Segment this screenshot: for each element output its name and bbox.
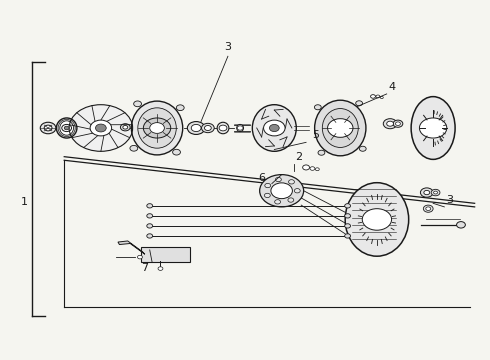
Circle shape: [310, 167, 315, 170]
Circle shape: [424, 190, 430, 195]
Circle shape: [62, 125, 72, 132]
Circle shape: [44, 125, 52, 131]
Circle shape: [457, 222, 465, 228]
Circle shape: [158, 267, 163, 270]
Circle shape: [147, 204, 153, 208]
Circle shape: [387, 121, 393, 126]
Circle shape: [359, 146, 366, 151]
Text: 5: 5: [312, 130, 319, 140]
Circle shape: [150, 123, 164, 134]
Circle shape: [144, 118, 171, 138]
Circle shape: [237, 126, 243, 130]
Circle shape: [270, 125, 279, 132]
Circle shape: [191, 125, 201, 132]
Circle shape: [328, 119, 353, 137]
Circle shape: [303, 165, 310, 170]
Circle shape: [64, 126, 69, 130]
Circle shape: [275, 200, 281, 204]
Circle shape: [423, 205, 433, 212]
Ellipse shape: [322, 109, 358, 148]
Circle shape: [123, 126, 128, 129]
Ellipse shape: [237, 125, 244, 132]
Circle shape: [265, 193, 270, 198]
Text: 3: 3: [446, 195, 453, 205]
Circle shape: [264, 120, 285, 136]
Ellipse shape: [217, 122, 229, 134]
Circle shape: [318, 150, 325, 155]
Circle shape: [356, 101, 363, 106]
Circle shape: [316, 168, 319, 171]
Circle shape: [434, 191, 438, 194]
Circle shape: [271, 183, 293, 199]
Circle shape: [294, 189, 300, 193]
Circle shape: [90, 120, 112, 136]
Circle shape: [121, 124, 130, 131]
Circle shape: [383, 119, 397, 129]
Text: 4: 4: [388, 82, 395, 92]
Circle shape: [69, 105, 133, 151]
Circle shape: [265, 183, 270, 188]
Circle shape: [275, 177, 281, 182]
Circle shape: [130, 145, 138, 151]
Ellipse shape: [252, 105, 296, 151]
Ellipse shape: [131, 101, 183, 155]
Circle shape: [344, 234, 350, 238]
Circle shape: [138, 255, 143, 259]
Circle shape: [315, 105, 321, 110]
Circle shape: [187, 122, 205, 134]
Circle shape: [344, 214, 350, 218]
Circle shape: [147, 224, 153, 228]
Circle shape: [288, 198, 294, 202]
Circle shape: [419, 118, 447, 138]
Text: 7: 7: [141, 263, 148, 273]
Circle shape: [380, 96, 383, 99]
Ellipse shape: [411, 96, 455, 159]
Ellipse shape: [60, 121, 74, 135]
Circle shape: [96, 124, 106, 132]
Circle shape: [395, 122, 400, 126]
Circle shape: [289, 180, 294, 184]
Circle shape: [376, 95, 380, 98]
Text: 2: 2: [295, 152, 302, 162]
Circle shape: [420, 188, 433, 197]
Ellipse shape: [315, 100, 366, 156]
Circle shape: [344, 204, 350, 208]
Circle shape: [344, 224, 350, 228]
Circle shape: [201, 123, 214, 133]
Circle shape: [134, 101, 142, 107]
Ellipse shape: [56, 118, 77, 138]
Polygon shape: [118, 241, 145, 254]
Text: 3: 3: [224, 42, 231, 52]
Text: 1: 1: [21, 197, 27, 207]
Circle shape: [147, 214, 153, 218]
Circle shape: [176, 105, 184, 111]
Circle shape: [362, 209, 392, 230]
FancyBboxPatch shape: [142, 247, 190, 262]
Circle shape: [393, 120, 403, 127]
Circle shape: [40, 122, 56, 134]
Circle shape: [426, 207, 431, 211]
Ellipse shape: [345, 183, 409, 256]
Circle shape: [431, 189, 440, 196]
Text: 6: 6: [259, 173, 266, 183]
Circle shape: [219, 125, 227, 131]
Circle shape: [147, 234, 153, 238]
Circle shape: [260, 175, 304, 207]
Circle shape: [204, 126, 211, 131]
Ellipse shape: [138, 108, 176, 148]
Circle shape: [370, 95, 375, 98]
Circle shape: [172, 149, 180, 155]
